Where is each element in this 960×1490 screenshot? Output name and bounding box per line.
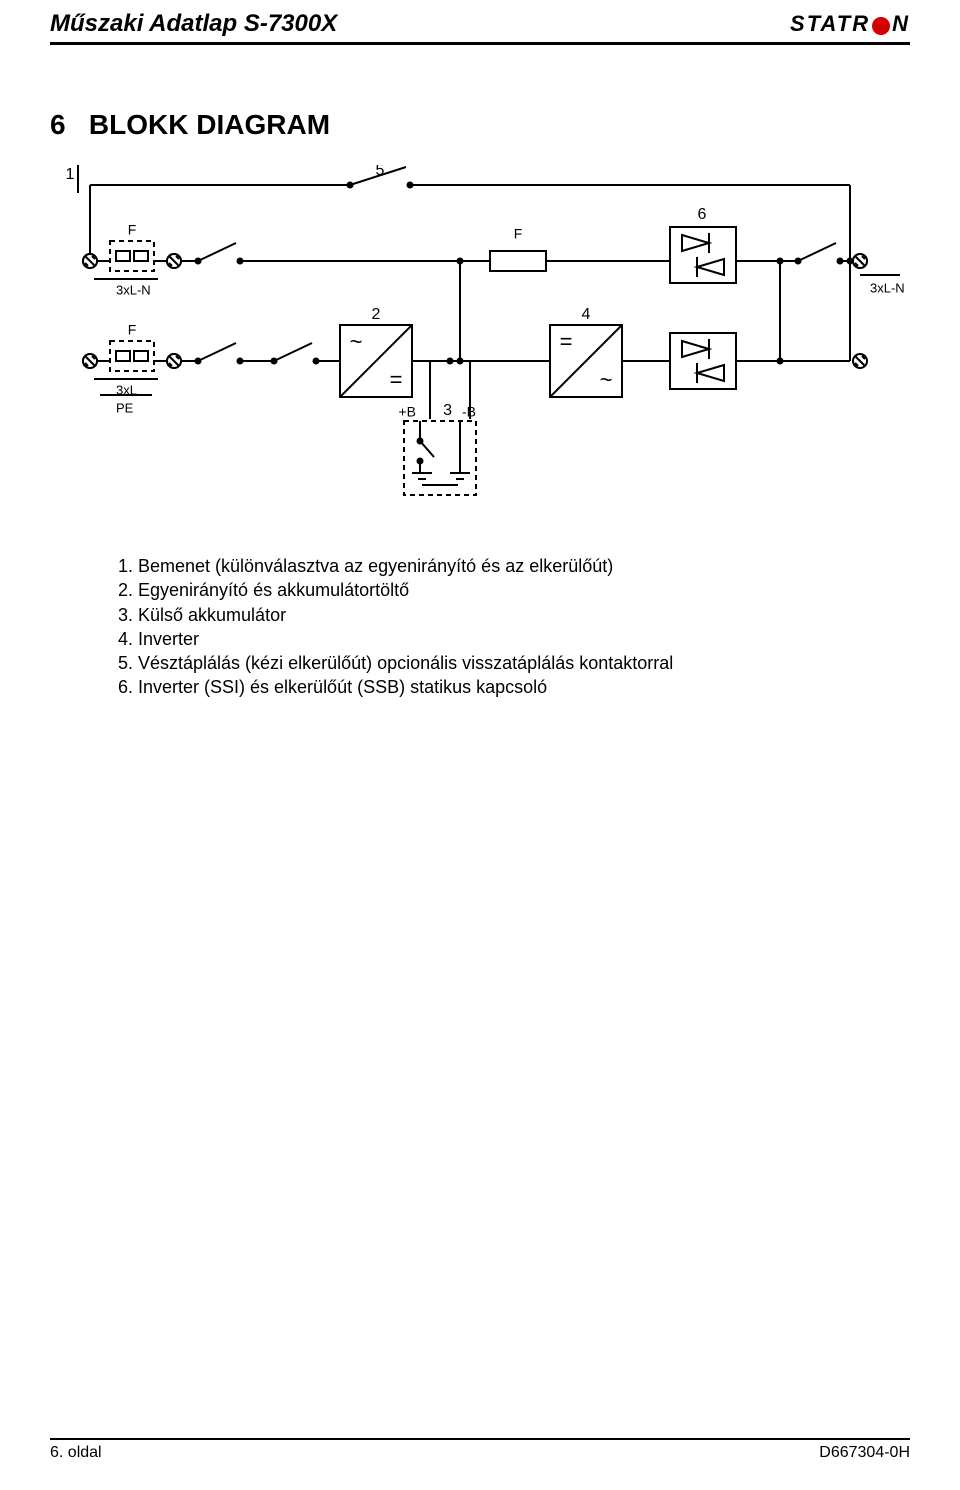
legend-item: Külső akkumulátor	[138, 603, 910, 627]
footer-doccode: D667304-0H	[819, 1444, 910, 1462]
section-title: 6 BLOKK DIAGRAM	[50, 109, 910, 141]
brand-logo: STATR N	[790, 11, 910, 37]
svg-text:4: 4	[582, 306, 591, 323]
svg-text:-B: -B	[462, 404, 476, 420]
legend-item: Bemenet (különválasztva az egyenirányító…	[138, 554, 910, 578]
legend-item: Inverter (SSI) és elkerülőút (SSB) stati…	[138, 675, 910, 699]
svg-text:PE: PE	[116, 400, 134, 415]
logo-o-icon	[872, 17, 890, 35]
legend-item: Vésztáplálás (kézi elkerülőút) opcionáli…	[138, 651, 910, 675]
svg-text:F: F	[128, 222, 137, 238]
svg-text:F: F	[514, 226, 523, 242]
svg-text:1: 1	[66, 166, 75, 183]
diagram-svg: 51F3xL-NF63xL-NF3xLPE~=23+B-B=~4	[50, 165, 910, 525]
svg-text:=: =	[560, 329, 573, 354]
page-footer: 6. oldal D667304-0H	[50, 1438, 910, 1462]
header-title: Műszaki Adatlap S-7300X	[50, 10, 337, 38]
svg-text:~: ~	[350, 329, 363, 354]
logo-prefix: STATR	[790, 11, 870, 37]
section-heading: BLOKK DIAGRAM	[89, 109, 330, 140]
svg-text:3: 3	[443, 402, 452, 419]
svg-text:3xL-N: 3xL-N	[870, 280, 905, 295]
section-number: 6	[50, 109, 66, 140]
page-header: Műszaki Adatlap S-7300X STATR N	[50, 10, 910, 45]
legend-list: Bemenet (különválasztva az egyenirányító…	[98, 554, 910, 700]
svg-text:F: F	[128, 322, 137, 338]
logo-suffix: N	[892, 11, 910, 37]
svg-text:2: 2	[372, 306, 381, 323]
svg-text:6: 6	[698, 206, 707, 223]
legend-item: Egyenirányító és akkumulátortöltő	[138, 578, 910, 602]
svg-text:3xL-N: 3xL-N	[116, 282, 151, 297]
svg-text:~: ~	[600, 367, 613, 392]
svg-text:+B: +B	[398, 404, 416, 420]
block-diagram: 51F3xL-NF63xL-NF3xLPE~=23+B-B=~4	[50, 165, 910, 530]
footer-page: 6. oldal	[50, 1444, 102, 1462]
legend-item: Inverter	[138, 627, 910, 651]
svg-text:=: =	[390, 367, 403, 392]
svg-text:5: 5	[376, 165, 385, 179]
